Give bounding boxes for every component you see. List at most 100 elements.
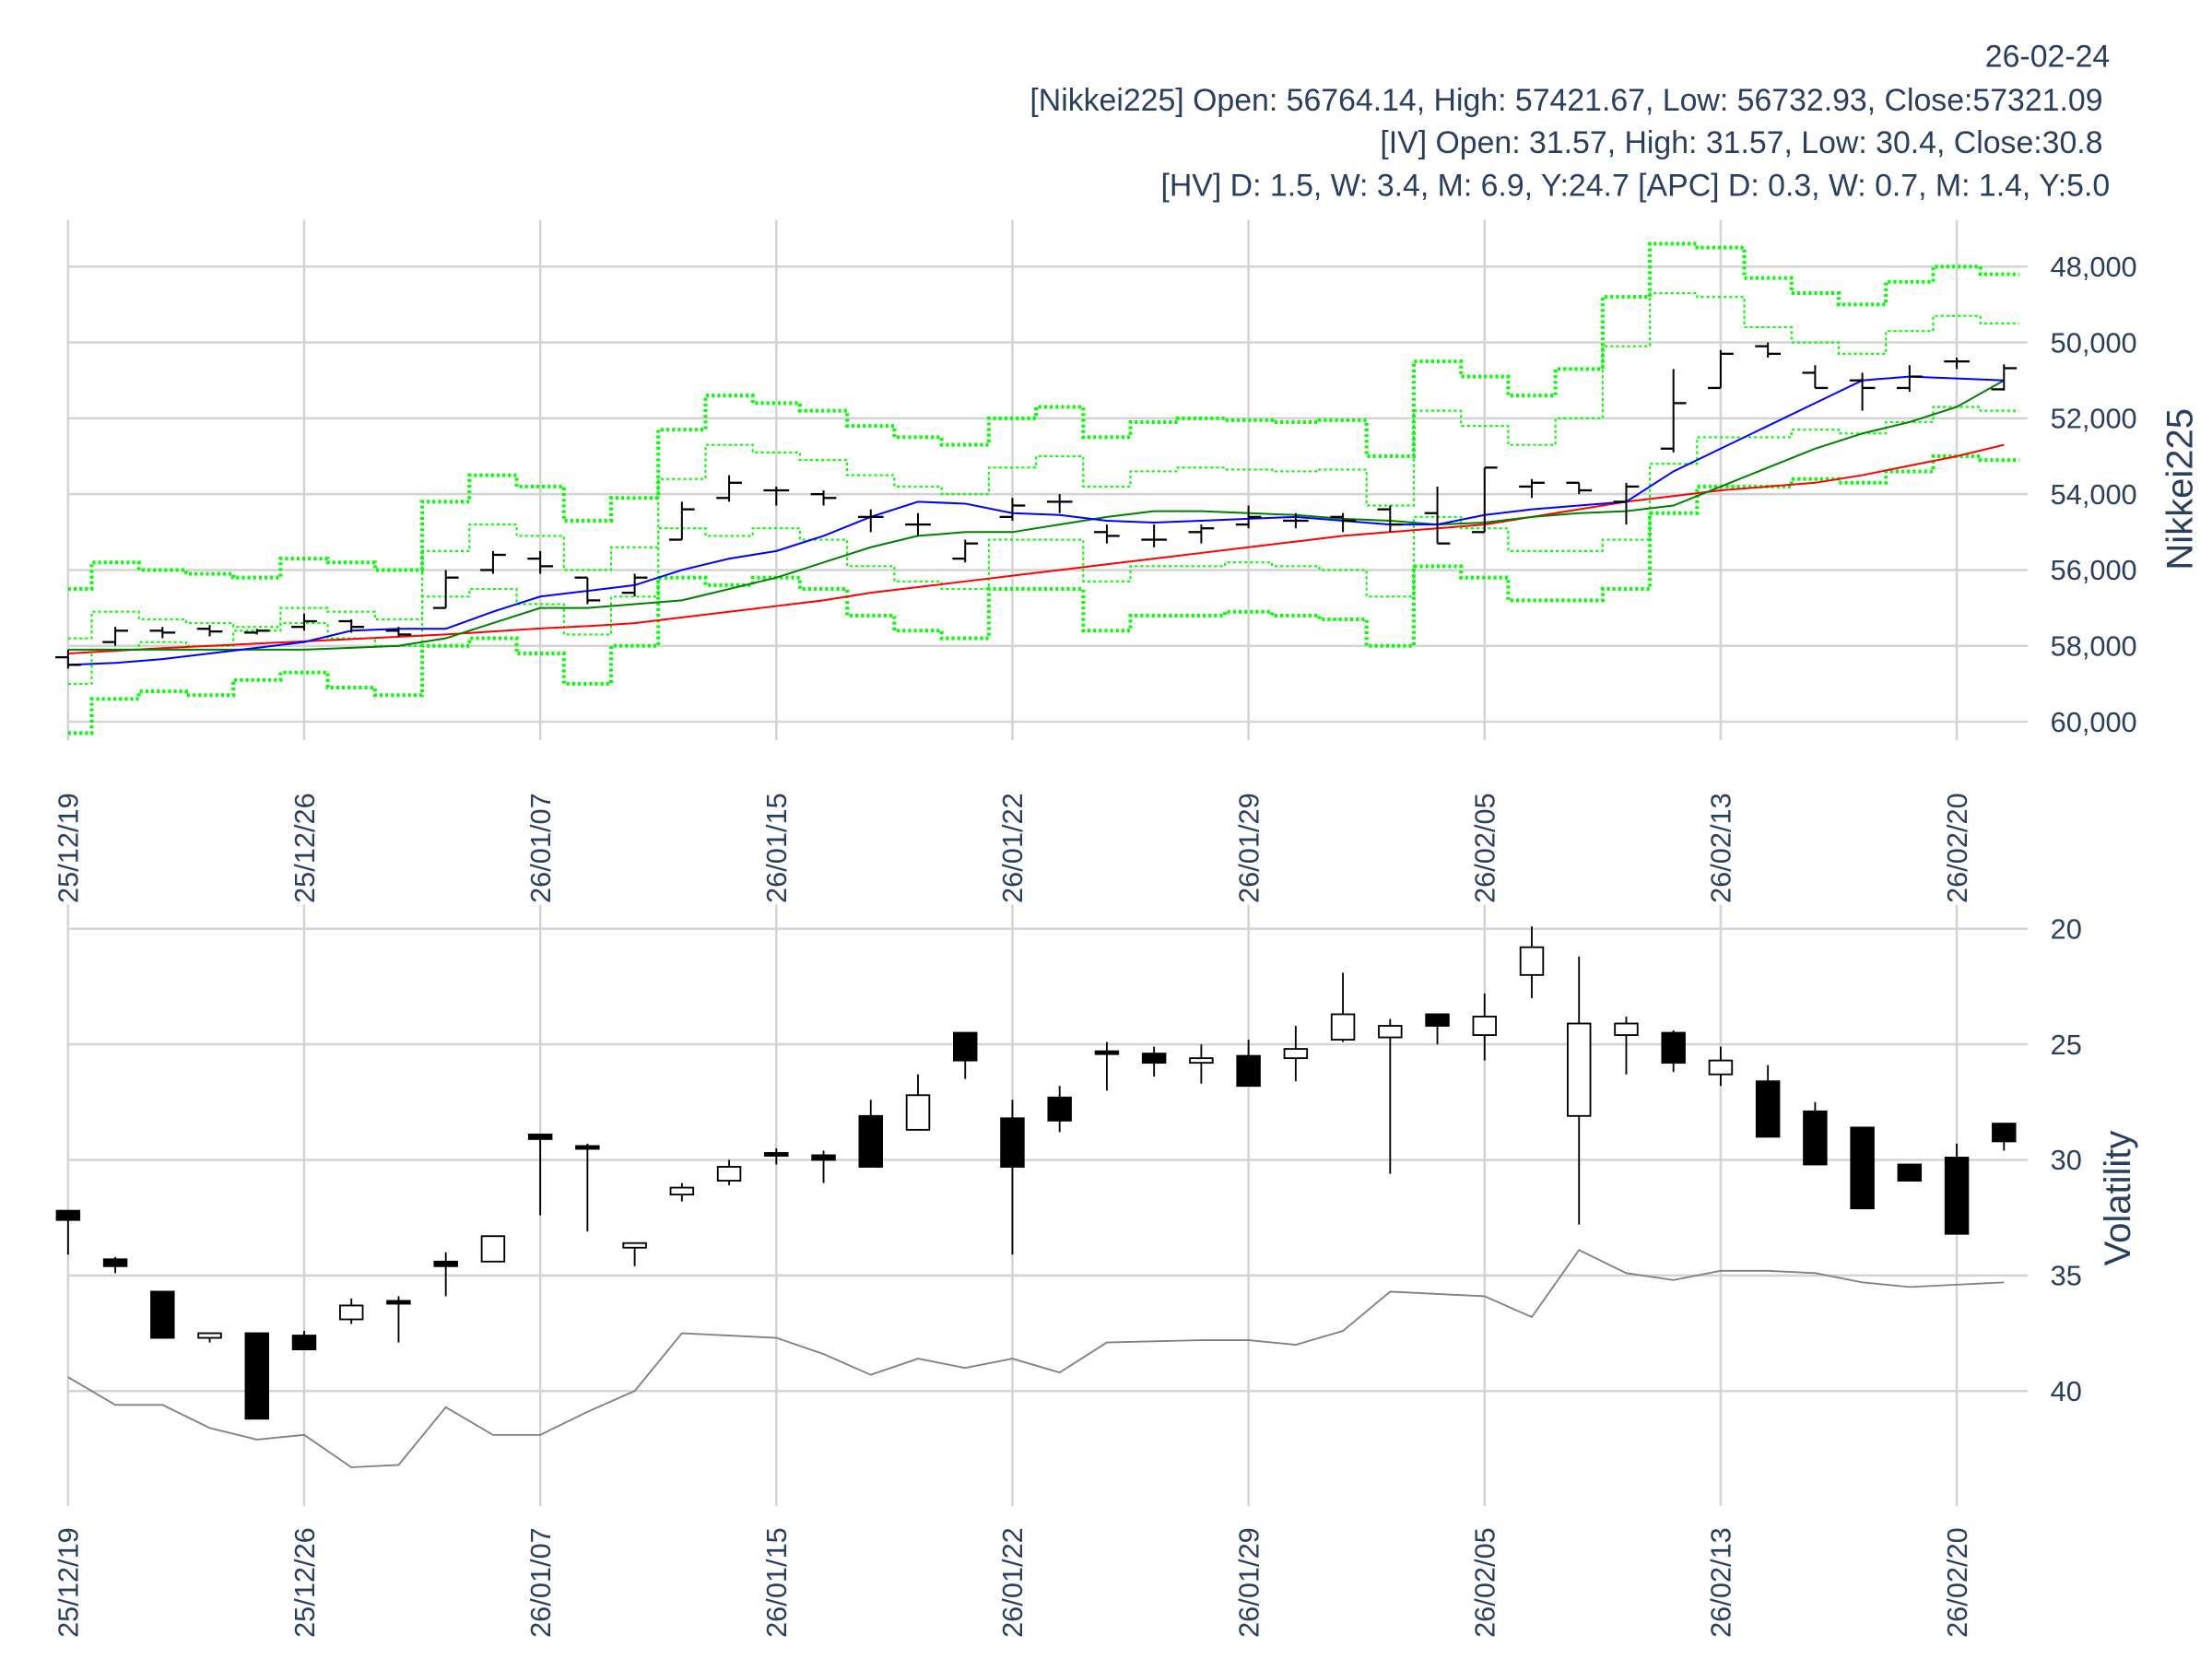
candle-body (953, 1031, 978, 1062)
iv-candle (1755, 1065, 1781, 1138)
iv-candle (102, 1256, 128, 1274)
ohlc-bar (1849, 372, 1876, 411)
candle-body (1897, 1163, 1923, 1182)
candle-body (1472, 1016, 1498, 1036)
x-tick-label: 26/01/22 (996, 1527, 1029, 1638)
candle-body (433, 1260, 458, 1267)
candle-body (1850, 1126, 1875, 1210)
iv-candle (339, 1298, 364, 1324)
y-tick-label: 52,000 (2051, 403, 2137, 435)
y-tick-label: 56,000 (2051, 554, 2137, 586)
ohlc-bar (1991, 364, 2018, 391)
candle-body (1189, 1057, 1214, 1065)
iv-candle (433, 1252, 458, 1297)
ohlc-bar (1613, 482, 1640, 525)
nikkei-price-panel: 25/12/19 25/12/26 26/01/07 26/01/15 26/01/22… (53, 219, 2137, 903)
ohlc-bar (952, 539, 979, 563)
ohlc-bar (1566, 481, 1593, 495)
iv-candle (811, 1150, 836, 1183)
x-tick-label: 26/02/05 (1469, 1527, 1501, 1638)
iv-candle (1141, 1046, 1167, 1077)
ohlc-bar (1141, 524, 1168, 547)
iv-candle (716, 1159, 742, 1186)
iv-candle (1283, 1026, 1309, 1082)
x-tick-label: 25/12/26 (288, 793, 321, 903)
iv-candle (527, 1133, 553, 1216)
ohlc-bar (999, 498, 1026, 521)
ohlc-bar (1235, 505, 1262, 529)
iv-candle (1236, 1040, 1261, 1088)
ohlc-bar (905, 512, 931, 536)
y-tick-label: 30 (2051, 1144, 2082, 1176)
ohlc-bar (857, 509, 884, 533)
iv-candle (1330, 972, 1356, 1042)
candle-body (1614, 1022, 1639, 1036)
volatility-panel: 25/12/19 25/12/26 26/01/07 26/01/15 26/01/22… (53, 904, 2082, 1638)
iv-candle (905, 1074, 931, 1131)
y-tick-label: 50,000 (2051, 326, 2137, 359)
ohlc-bar (102, 627, 128, 646)
candle-body (291, 1335, 317, 1351)
ohlc-bar (385, 627, 412, 637)
iv-candle (622, 1241, 647, 1266)
band-outer-lower (67, 454, 2019, 735)
ohlc-bar (1944, 357, 1970, 370)
iv-candle (480, 1235, 506, 1263)
band-outer-upper (67, 241, 2019, 592)
header-iv-ohlc: [IV] Open: 31.57, High: 31.57, Low: 30.4… (1380, 125, 2102, 160)
nikkei-axis-title: Nikkei225 (2159, 408, 2200, 571)
x-tick-label: 26/02/13 (1705, 1527, 1737, 1638)
iv-candle (150, 1290, 175, 1339)
y-tick-label: 20 (2051, 912, 2082, 945)
y-tick-label: 48,000 (2051, 251, 2137, 283)
y-tick-label: 58,000 (2051, 630, 2137, 663)
x-tick-label: 26/01/22 (996, 793, 1029, 903)
iv-candle (1897, 1163, 1923, 1182)
candle-body (1283, 1048, 1309, 1060)
x-tick-label: 26/01/15 (760, 1527, 793, 1638)
iv-candle (953, 1031, 978, 1079)
ohlc-bar (196, 625, 223, 637)
iv-candle (244, 1332, 269, 1420)
ohlc-bar (1708, 349, 1734, 390)
ohlc-bar (1046, 494, 1073, 513)
iv-candle (1614, 1016, 1639, 1075)
chart-header: 26-02-24 [Nikkei225] Open: 56764.14, Hig… (1030, 39, 2110, 203)
volatility-axis-title: Volatility (2098, 1131, 2138, 1266)
candle-body (1708, 1059, 1734, 1076)
ohlc-bar (1802, 365, 1829, 390)
candle-body (150, 1290, 175, 1339)
iv-candle (1944, 1143, 1970, 1235)
ohlc-bar (763, 486, 790, 506)
candle-body (339, 1304, 364, 1321)
candle-body (386, 1300, 411, 1305)
candle-body (1944, 1157, 1970, 1235)
iv-candle (291, 1331, 317, 1351)
ohlc-bar (1282, 512, 1309, 529)
iv-candle (1566, 956, 1592, 1225)
iv-candle (1803, 1101, 1828, 1166)
ohlc-bar (1471, 466, 1498, 534)
x-tick-label: 26/01/29 (1232, 793, 1265, 903)
iv-candle (1189, 1044, 1214, 1084)
candle-body (1000, 1117, 1025, 1168)
iv-candle (1047, 1086, 1072, 1133)
x-tick-label: 26/02/05 (1469, 793, 1501, 903)
candle-body (1047, 1096, 1072, 1122)
iv-candle (669, 1182, 695, 1202)
ohlc-bar (55, 649, 81, 669)
candle-body (1661, 1031, 1686, 1065)
candle-body (1519, 946, 1545, 976)
candle-body (858, 1114, 883, 1168)
candle-body (622, 1241, 647, 1249)
candle-body (575, 1145, 600, 1150)
ohlc-bar (480, 550, 506, 574)
candle-body (1330, 1013, 1356, 1041)
header-nikkei-ohlc: [Nikkei225] Open: 56764.14, High: 57421.… (1030, 83, 2102, 118)
ohlc-bar (668, 501, 695, 541)
x-tick-label: 25/12/19 (53, 1527, 85, 1638)
x-tick-label: 26/01/07 (524, 793, 557, 903)
band-inner-lower (67, 406, 2019, 685)
y-tick-label: 60,000 (2051, 706, 2137, 738)
